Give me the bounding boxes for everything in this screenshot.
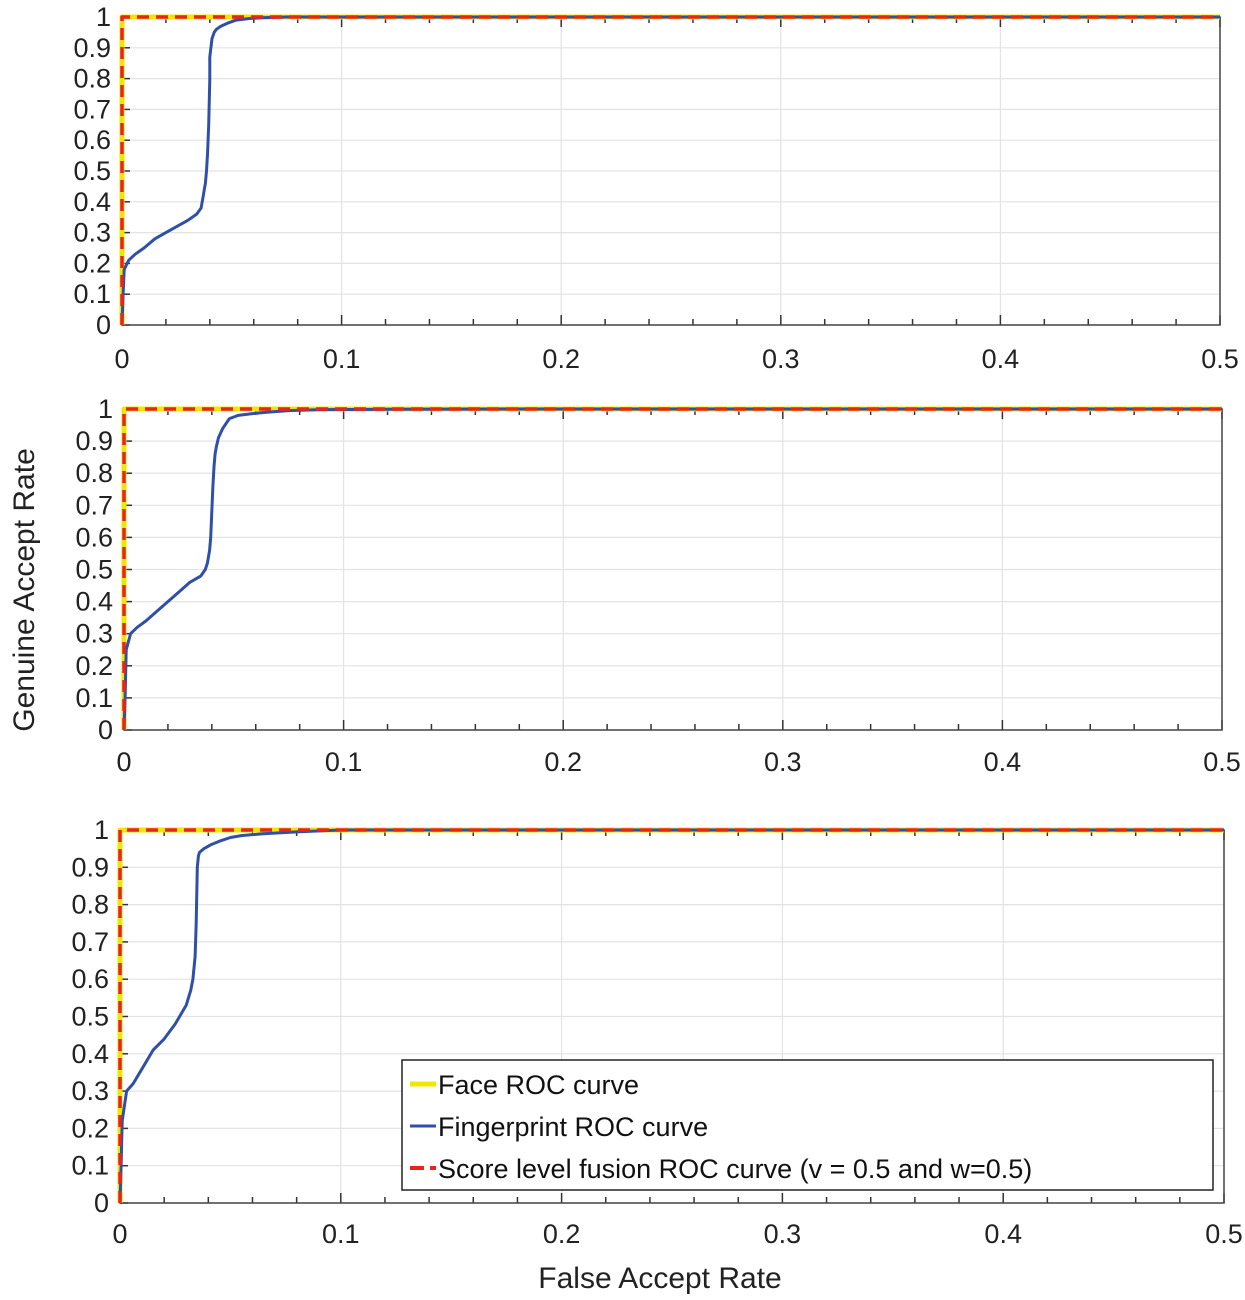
x-tick-label: 0.3 (762, 344, 800, 374)
x-tick-label: 0.4 (982, 344, 1020, 374)
panel-middle: 0 0.1 0.2 0.3 0.4 0.500.10.20.30.40.50.60.70.… (75, 394, 1240, 777)
x-tick-label: 0.1 (323, 344, 361, 374)
y-tick-label: 0.7 (71, 927, 109, 957)
y-tick-label: 0.1 (75, 683, 113, 713)
legend-label: Score level fusion ROC curve (v = 0.5 an… (438, 1154, 1032, 1184)
x-axis-label: False Accept Rate (538, 1262, 781, 1295)
y-tick-label: 0.4 (73, 187, 111, 217)
y-axis-label: Genuine Accept Rate (8, 448, 41, 732)
y-tick-label: 0.8 (75, 458, 113, 488)
x-tick-label: 0.1 (325, 747, 363, 777)
y-tick-label: 0.7 (75, 490, 113, 520)
x-tick-label: 0.4 (984, 747, 1022, 777)
x-tick-label: 0 (114, 344, 129, 374)
x-tick-label: 0.5 (1205, 1219, 1243, 1249)
x-tick-label: 0.5 (1203, 747, 1241, 777)
y-tick-label: 0.2 (71, 1113, 109, 1143)
y-tick-label: 0.6 (73, 125, 111, 155)
y-tick-label: 0.5 (71, 1002, 109, 1032)
y-tick-label: 1 (98, 394, 113, 424)
y-tick-label: 0.3 (71, 1076, 109, 1106)
legend: Face ROC curve Fingerprint ROC curve Score… (401, 1059, 1214, 1191)
y-tick-label: 0 (96, 310, 111, 340)
legend-label: Face ROC curve (438, 1070, 639, 1100)
y-tick-label: 0.3 (75, 619, 113, 649)
y-tick-label: 0.9 (73, 33, 111, 63)
y-tick-label: 0.1 (73, 279, 111, 309)
y-tick-label: 1 (94, 815, 109, 845)
x-tick-label: 0.2 (544, 747, 582, 777)
y-tick-label: 1 (96, 2, 111, 32)
x-tick-label: 0 (116, 747, 131, 777)
y-tick-label: 0.2 (73, 248, 111, 278)
x-tick-label: 0.1 (322, 1219, 360, 1249)
y-tick-label: 0.5 (73, 156, 111, 186)
series-line-fingerprint (118, 828, 1224, 1204)
x-tick-label: 0.2 (543, 1219, 581, 1249)
x-tick-label: 0.5 (1201, 344, 1239, 374)
panel-top: 0 0.1 0.2 0.3 0.4 0.500.10.20.30.40.50.60.70.… (73, 2, 1238, 374)
legend-label: Fingerprint ROC curve (438, 1112, 708, 1142)
y-tick-label: 0.4 (75, 587, 113, 617)
y-tick-label: 0.7 (73, 94, 111, 124)
series-line-fusion (120, 15, 1220, 325)
y-tick-label: 0.9 (75, 426, 113, 456)
y-tick-label: 0.9 (71, 852, 109, 882)
series-line-fingerprint (122, 407, 1222, 731)
y-tick-label: 0.5 (75, 555, 113, 585)
y-tick-label: 0 (98, 715, 113, 745)
series-line-fusion (118, 828, 1224, 1203)
x-tick-label: 0.4 (984, 1219, 1022, 1249)
legend-box (401, 1059, 1214, 1191)
x-tick-label: 0.3 (764, 1219, 802, 1249)
y-tick-label: 0.1 (71, 1151, 109, 1181)
y-tick-label: 0.6 (71, 964, 109, 994)
series-line-fusion (122, 407, 1222, 730)
y-tick-label: 0.8 (71, 890, 109, 920)
x-tick-label: 0 (112, 1219, 127, 1249)
y-tick-label: 0 (94, 1188, 109, 1218)
y-tick-label: 0.8 (73, 64, 111, 94)
x-tick-label: 0.3 (764, 747, 802, 777)
series-line-fingerprint (120, 15, 1220, 326)
y-tick-label: 0.6 (75, 522, 113, 552)
y-tick-label: 0.2 (75, 651, 113, 681)
x-tick-label: 0.2 (542, 344, 580, 374)
y-tick-label: 0.3 (73, 218, 111, 248)
y-tick-label: 0.4 (71, 1039, 109, 1069)
